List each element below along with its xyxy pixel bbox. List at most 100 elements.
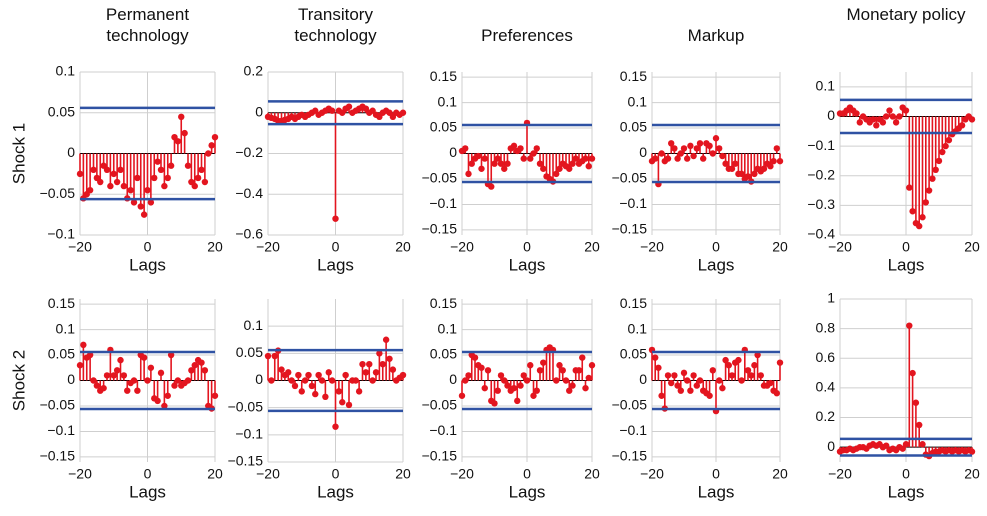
y-tick-label: −0.05 <box>612 397 648 413</box>
stem-marker <box>475 152 482 160</box>
x-axis-label: Lags <box>698 255 735 274</box>
stem-marker <box>288 377 295 384</box>
stem-marker <box>751 170 758 178</box>
stem-marker <box>157 369 165 377</box>
stem-marker <box>211 392 219 399</box>
stem-marker <box>566 165 573 172</box>
stem-marker <box>127 186 134 194</box>
stem-marker <box>134 174 141 182</box>
stem-marker <box>706 142 713 150</box>
y-tick-label: −0.1 <box>429 422 457 438</box>
y-tick-label: −0.15 <box>422 448 458 464</box>
y-tick-label: 0.8 <box>816 319 836 335</box>
stem-marker <box>582 155 589 162</box>
stem-marker <box>889 113 896 120</box>
y-tick-label: −0.2 <box>235 144 263 160</box>
stem-marker <box>497 372 505 379</box>
stem-marker <box>510 142 518 150</box>
stem-marker <box>773 145 780 152</box>
y-tick-label: 0.05 <box>430 119 457 135</box>
stem-marker <box>909 369 916 377</box>
stem-marker <box>161 402 168 410</box>
y-tick-label: −0.05 <box>422 170 458 186</box>
stem-marker <box>181 129 188 137</box>
stem-marker <box>147 199 155 206</box>
y-tick-label: −0.4 <box>235 185 263 201</box>
stem-marker <box>113 367 121 374</box>
stem-marker <box>760 165 768 172</box>
stem-marker <box>86 186 94 194</box>
x-axis-label: Lags <box>888 482 925 501</box>
stem-marker <box>588 155 596 162</box>
panel-title: Transitory technology <box>294 5 377 45</box>
stem-marker <box>652 155 659 162</box>
stem-marker <box>671 145 678 152</box>
stem-marker <box>191 182 198 190</box>
stem-marker <box>501 165 508 172</box>
stem-marker <box>161 182 168 190</box>
stem-marker <box>738 377 745 384</box>
stem-marker <box>770 157 777 165</box>
stem-marker <box>922 199 929 206</box>
stem-marker <box>103 372 111 379</box>
stem-marker <box>130 377 138 384</box>
stem-marker <box>527 155 534 162</box>
y-tick-label: 0.05 <box>620 346 647 362</box>
stem-marker <box>76 362 84 369</box>
stem-marker <box>151 174 158 182</box>
stem-marker <box>932 166 939 173</box>
stem-marker <box>677 387 684 394</box>
y-tick-label: 0.2 <box>244 63 264 79</box>
x-tick-label: 0 <box>523 239 531 255</box>
stem-marker <box>315 371 322 379</box>
stem-marker <box>285 369 292 376</box>
stem-marker <box>184 377 192 384</box>
stem-marker <box>86 351 94 359</box>
y-tick-label: 0 <box>827 438 835 454</box>
stem-marker <box>295 371 302 379</box>
y-axis-label: Shock 1 <box>9 123 28 184</box>
y-tick-label: −0.15 <box>612 448 648 464</box>
stem-marker <box>481 384 488 392</box>
stem-marker <box>389 366 397 373</box>
x-axis-label: Lags <box>317 482 354 501</box>
stem-marker <box>958 122 966 129</box>
stem-marker <box>491 160 498 167</box>
stem-marker <box>497 160 505 167</box>
stem-marker <box>668 379 675 387</box>
stem-marker <box>556 165 563 172</box>
stem-marker <box>579 354 586 361</box>
stem-marker <box>540 359 547 366</box>
stem-marker <box>345 103 353 110</box>
stem-marker <box>167 162 175 169</box>
stem-marker <box>491 400 498 407</box>
stem-marker <box>345 401 353 409</box>
stem-marker <box>684 377 691 384</box>
stem-marker <box>376 350 383 357</box>
x-tick-label: −20 <box>68 239 92 255</box>
stem-marker <box>154 158 161 165</box>
stem-marker <box>191 362 198 369</box>
stem-marker <box>164 392 171 399</box>
stem-marker <box>305 371 312 379</box>
y-tick-label: −0.1 <box>807 137 835 153</box>
y-tick-label: −0.05 <box>422 397 458 413</box>
stem-marker <box>767 163 774 170</box>
x-axis-label: Lags <box>317 255 354 274</box>
stem-marker <box>198 166 205 173</box>
stem-marker <box>569 382 576 389</box>
stem-marker <box>744 367 752 374</box>
y-tick-label: 0.1 <box>628 93 648 109</box>
stem-marker <box>382 336 390 343</box>
stem-marker <box>706 392 713 399</box>
stem-marker <box>298 388 305 395</box>
y-tick-label: 0.1 <box>56 320 76 336</box>
stem-marker <box>194 174 202 182</box>
x-tick-label: 20 <box>207 239 223 255</box>
stem-marker <box>700 155 707 162</box>
x-tick-label: 20 <box>395 239 411 255</box>
stem-marker <box>668 140 675 147</box>
x-tick-label: 20 <box>395 466 411 482</box>
y-tick-label: −0.05 <box>40 185 76 201</box>
